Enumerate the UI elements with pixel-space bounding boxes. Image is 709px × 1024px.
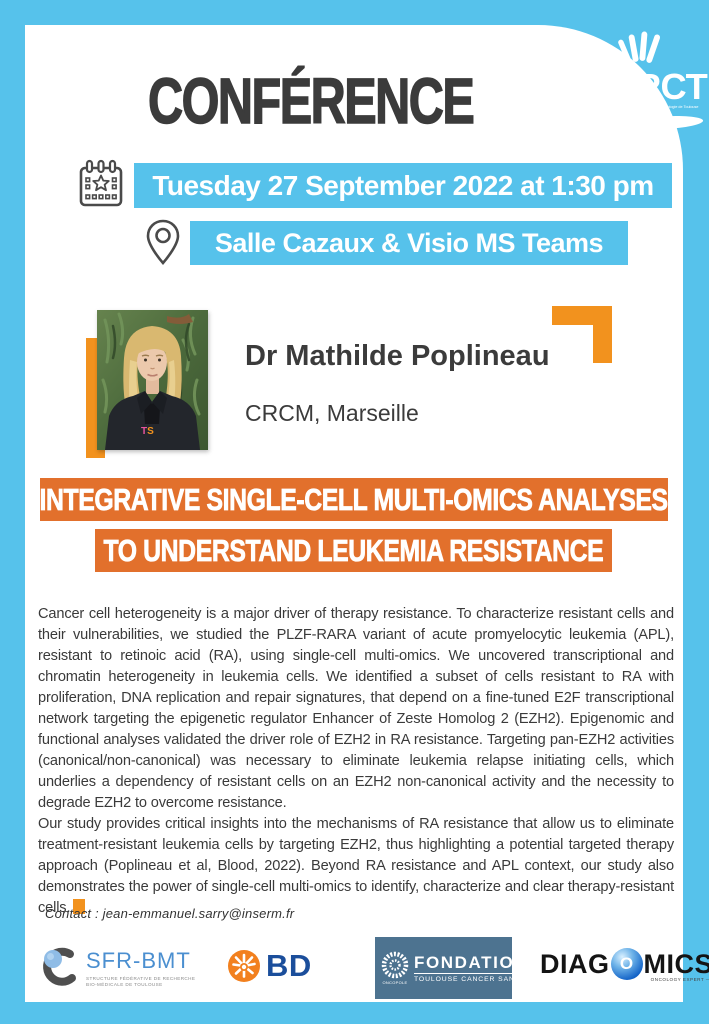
diagomics-logo: DIAG O MICS ONCOLOGY EXPERT —: [540, 948, 709, 982]
bd-logo: BD: [226, 948, 312, 984]
abstract-text: Cancer cell heterogeneity is a major dri…: [38, 604, 674, 919]
speaker-photo: TS: [97, 310, 208, 450]
contact-line: Contact : jean-emmanuel.sarry@inserm.fr: [45, 906, 295, 921]
sfr-bmt-name: SFR-BMT: [86, 948, 191, 973]
talk-title-line1: INTEGRATIVE SINGLE-CELL MULTI-OMICS ANAL…: [39, 481, 669, 517]
fondation-emblem-icon: [381, 951, 409, 979]
location-text: Salle Cazaux & Visio MS Teams: [214, 227, 604, 258]
bd-spark-icon: [228, 950, 260, 982]
sfr-bmt-swoosh-icon: [43, 947, 76, 986]
corner-bracket-icon: [593, 306, 612, 363]
talk-title-line2: TO UNDERSTAND LEUKEMIA RESISTANCE: [103, 532, 604, 568]
fondation-name: FONDATION: [414, 952, 529, 972]
crct-logo-subtitle: Centre de Recherches en Cancérologie de …: [612, 105, 698, 109]
sfr-bmt-logo: SFR-BMT STRUCTURE FÉDÉRATIVE DE RECHERCH…: [36, 944, 195, 992]
crct-logo-text: CRCT: [610, 66, 708, 107]
shirt-letters: TS: [141, 426, 154, 437]
oncopole-label: ONCOPOLE: [382, 980, 408, 985]
calendar-icon: [79, 159, 123, 207]
date-text: Tuesday 27 September 2022 at 1:30 pm: [152, 169, 654, 201]
abstract-paragraph-1: Cancer cell heterogeneity is a major dri…: [38, 606, 674, 811]
talk-title-banner-2: TO UNDERSTAND LEUKEMIA RESISTANCE: [95, 529, 612, 572]
talk-title-banner-1: INTEGRATIVE SINGLE-CELL MULTI-OMICS ANAL…: [39, 478, 669, 521]
fondation-logo: ONCOPOLE FONDATION TOULOUSE CANCER SANTÉ: [375, 937, 529, 999]
speaker-affiliation: CRCM, Marseille: [245, 400, 419, 426]
diagomics-subtitle: ONCOLOGY EXPERT —: [650, 977, 709, 982]
end-square-marker: [73, 899, 86, 914]
diagomics-sphere-icon: O: [610, 948, 643, 980]
location-pin-icon: [146, 219, 180, 265]
bd-name: BD: [266, 948, 312, 983]
diagomics-part2: MICS: [643, 948, 709, 979]
speaker-name: Dr Mathilde Poplineau: [245, 340, 550, 372]
location-banner: Salle Cazaux & Visio MS Teams: [190, 221, 628, 265]
date-banner: Tuesday 27 September 2022 at 1:30 pm: [134, 163, 672, 208]
abstract-paragraph-2: Our study provides critical insights int…: [38, 816, 674, 916]
sfr-bmt-subtitle: STRUCTURE FÉDÉRATIVE DE RECHERCHE BIO-MÉ…: [86, 976, 196, 987]
crct-logo: CRCT Centre de Recherches en Cancérologi…: [598, 31, 709, 130]
page-title: CONFÉRENCE: [147, 64, 475, 138]
fondation-subtitle: TOULOUSE CANCER SANTÉ: [414, 972, 529, 983]
diagomics-part1: DIAG: [540, 948, 610, 979]
